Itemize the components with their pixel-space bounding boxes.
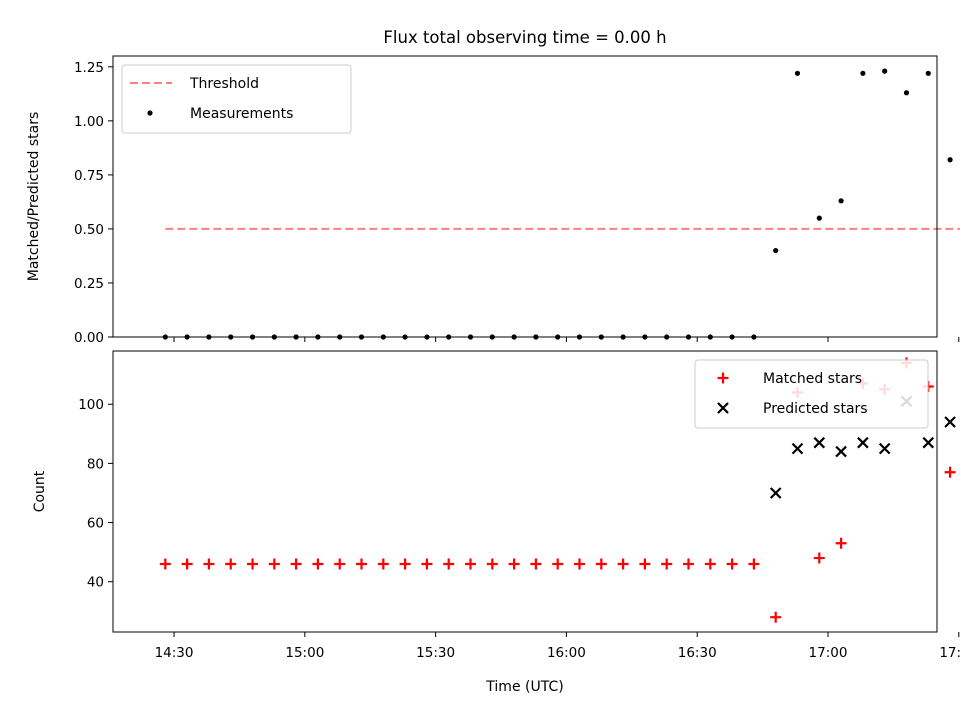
measurements-point [816,215,822,221]
predicted-stars-point [769,487,782,499]
measurements-point [794,70,801,76]
matched-stars-point [203,558,215,570]
matched-stars-point [465,558,477,570]
matched-stars-point [334,558,346,570]
matched-stars-point [726,558,738,570]
predicted-stars-point [944,416,956,428]
legend-matched-stars-swatch [717,372,729,384]
x-axis-label: Time (UTC) [485,679,563,695]
matched-stars-point [748,558,760,570]
predicted-stars-point [922,436,935,449]
legend-label: Threshold [189,76,259,92]
predicted-stars-point [857,436,869,449]
ratio-panel-ytick-label: 0.50 [74,222,104,238]
xtick-label: 16:30 [678,645,717,661]
legend-label: Measurements [190,106,293,122]
matched-stars-point [181,558,193,570]
matched-stars-point [377,558,389,570]
xtick-label: 14:30 [155,645,194,661]
xtick-label: 17:00 [809,645,848,661]
legend-label: Predicted stars [763,401,868,417]
matched-stars-point [356,558,368,570]
matched-stars-point [225,558,237,570]
ratio-panel-ytick-label: 1.00 [74,114,104,130]
measurements-point [925,70,931,76]
matched-stars-point [159,558,171,570]
xtick-label: 17:30 [939,645,960,661]
matched-stars-point [813,552,825,564]
predicted-stars-point [813,436,826,449]
xtick-label: 15:00 [285,645,324,661]
matched-stars-point [508,558,520,570]
ratio-panel-ytick-label: 0.75 [74,168,104,184]
count-panel-frame [112,350,938,633]
count-panel-ytick-label: 80 [87,456,104,472]
chart-title: Flux total observing time = 0.00 h [383,28,666,47]
matched-stars-point [530,558,542,570]
matched-stars-point [573,558,585,570]
measurements-point [947,157,953,163]
matched-stars-point [617,558,629,570]
ratio-panel-ytick-label: 1.25 [74,60,104,76]
matched-stars-point [595,558,607,570]
measurements-point [773,247,779,254]
count-panel-ylabel: Count [32,470,48,512]
predicted-stars-point [791,442,804,455]
legend-measurements-swatch [147,110,153,116]
matched-stars-point [770,611,782,623]
measurements-point [903,90,910,96]
predicted-stars-point [835,445,847,458]
count-panel-ytick-label: 100 [78,397,104,413]
legend-label: Matched stars [763,371,862,387]
matched-stars-point [290,558,302,570]
count-panel-ytick-label: 40 [87,575,104,591]
matched-stars-point [682,558,694,570]
matched-stars-point [552,558,564,570]
measurements-point [838,198,844,204]
matched-stars-point [247,558,259,570]
predicted-stars-point [878,442,891,455]
matched-stars-point [486,558,498,570]
matched-stars-point [944,466,956,478]
matched-stars-point [704,558,716,570]
ratio-panel-frame [112,55,938,338]
legend-predicted-stars-swatch [717,402,729,414]
matched-stars-point [835,537,847,549]
matched-stars-point [312,558,324,570]
matched-stars-point [399,558,411,570]
matched-stars-point [661,558,673,570]
measurements-point [882,68,888,74]
measurements-point [860,70,866,76]
xtick-label: 15:30 [416,645,455,661]
matched-stars-point [421,558,433,570]
ratio-panel-legend [121,64,352,134]
matched-stars-point [443,558,455,570]
ratio-panel-ytick-label: 0.25 [74,276,104,292]
matched-stars-point [268,558,280,570]
count-panel-ytick-label: 60 [87,516,104,532]
count-panel-legend [694,359,929,429]
xtick-label: 16:00 [547,645,586,661]
ratio-panel-ytick-label: 0.00 [74,330,104,346]
ratio-panel-ylabel: Matched/Predicted stars [26,112,42,282]
matched-stars-point [639,558,651,570]
